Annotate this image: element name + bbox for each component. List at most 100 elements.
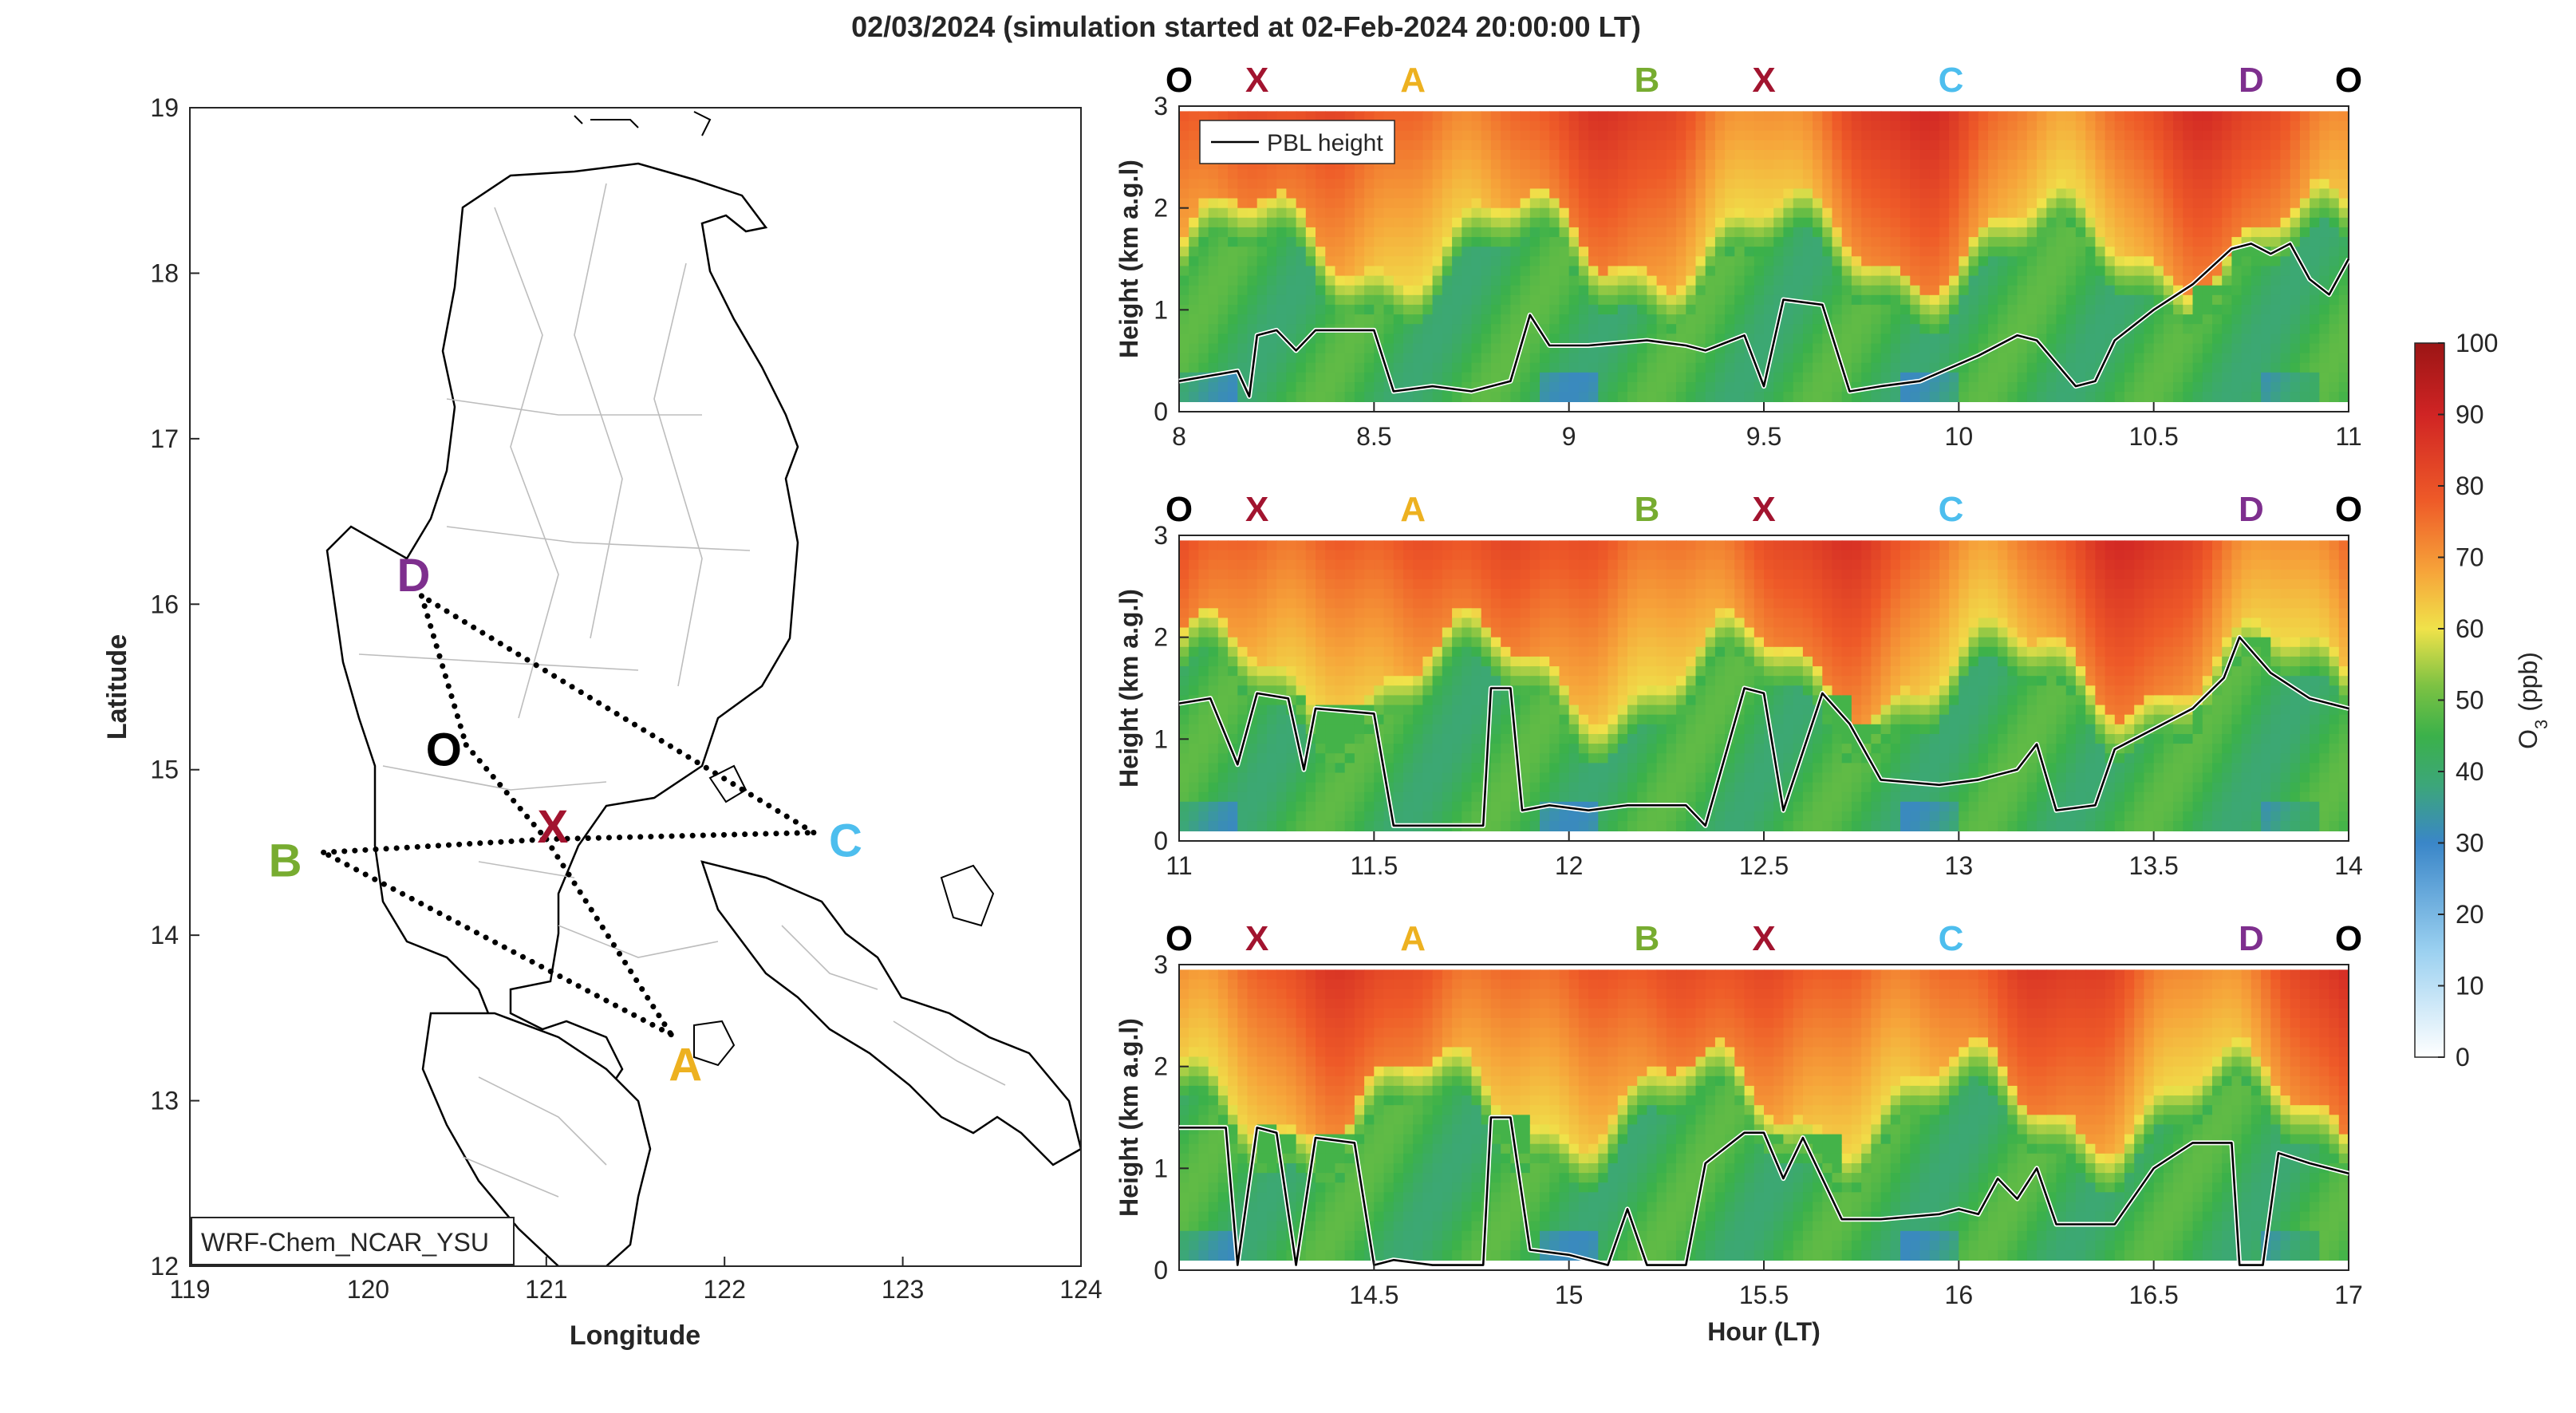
o3-cell xyxy=(1286,744,1297,754)
o3-cell xyxy=(1296,811,1307,822)
o3-cell xyxy=(1540,569,1550,580)
y-tick-label: 2 xyxy=(1154,194,1168,223)
o3-cell xyxy=(1802,188,1813,199)
o3-cell xyxy=(2065,140,2077,151)
o3-cell xyxy=(2114,111,2125,122)
o3-cell xyxy=(2290,372,2301,383)
o3-cell xyxy=(1714,111,1726,122)
o3-cell xyxy=(2241,188,2252,199)
o3-cell xyxy=(1949,179,1960,190)
o3-cell xyxy=(1247,608,1258,619)
o3-cell xyxy=(1296,275,1307,286)
o3-cell xyxy=(1393,179,1404,190)
o3-cell xyxy=(1316,343,1326,354)
o3-cell xyxy=(1442,618,1453,629)
o3-cell xyxy=(1568,285,1580,296)
o3-cell xyxy=(1179,598,1189,610)
o3-cell xyxy=(1393,811,1404,822)
o3-cell xyxy=(1676,160,1687,170)
o3-cell xyxy=(1714,285,1726,296)
o3-cell xyxy=(1627,120,1638,132)
o3-cell xyxy=(1452,753,1463,764)
o3-cell xyxy=(1452,744,1463,754)
o3-cell xyxy=(2222,149,2233,160)
o3-cell xyxy=(1529,550,1540,561)
o3-cell xyxy=(1861,392,1872,402)
o3-cell xyxy=(2114,237,2125,247)
o3-cell xyxy=(1471,589,1482,599)
o3-cell xyxy=(1490,179,1501,190)
o3-cell xyxy=(1432,666,1443,677)
o3-cell xyxy=(2173,130,2184,141)
o3-cell xyxy=(1939,160,1950,170)
o3-cell xyxy=(1422,217,1434,228)
o3-cell xyxy=(1949,120,1960,132)
o3-cell xyxy=(1432,130,1443,141)
o3-cell xyxy=(2105,372,2116,383)
o3-cell xyxy=(1656,160,1667,170)
o3-cell xyxy=(2153,149,2164,160)
o3-cell xyxy=(1841,294,1852,306)
o3-cell xyxy=(1988,111,1998,122)
o3-cell xyxy=(1316,550,1326,561)
o3-cell xyxy=(1510,550,1521,561)
o3-cell xyxy=(1656,392,1667,402)
o3-cell xyxy=(2299,304,2310,315)
o3-cell xyxy=(2114,140,2125,151)
o3-cell xyxy=(1666,217,1677,228)
o3-cell xyxy=(2163,120,2174,132)
o3-cell xyxy=(1267,705,1277,716)
o3-cell xyxy=(1725,362,1736,373)
o3-cell xyxy=(1588,627,1600,638)
o3-cell xyxy=(1208,188,1219,199)
o3-cell xyxy=(1286,811,1297,822)
o3-cell xyxy=(1919,130,1931,141)
waypoint-marker: B xyxy=(1635,61,1660,100)
o3-cell xyxy=(1393,334,1404,345)
o3-cell xyxy=(1529,705,1540,716)
o3-cell xyxy=(1316,569,1326,580)
o3-cell xyxy=(1325,362,1336,373)
o3-cell xyxy=(1647,314,1658,325)
o3-cell xyxy=(2338,160,2349,170)
o3-cell xyxy=(1744,256,1755,267)
o3-cell xyxy=(1714,149,1726,160)
o3-cell xyxy=(1793,314,1804,325)
o3-cell xyxy=(1832,275,1843,286)
o3-cell xyxy=(1841,160,1852,170)
o3-cell xyxy=(1452,714,1463,725)
o3-cell xyxy=(1189,569,1200,580)
o3-cell xyxy=(1208,285,1219,296)
o3-cell xyxy=(1217,801,1229,812)
o3-cell xyxy=(2299,247,2310,258)
o3-cell xyxy=(1598,559,1609,570)
o3-cell xyxy=(1793,266,1804,277)
o3-cell xyxy=(1247,791,1258,803)
o3-cell xyxy=(2251,294,2262,306)
o3-cell xyxy=(2192,324,2203,335)
o3-cell xyxy=(1316,198,1326,209)
o3-cell xyxy=(1540,266,1550,277)
o3-cell xyxy=(1598,130,1609,141)
o3-cell xyxy=(1910,382,1921,393)
o3-cell xyxy=(1442,559,1453,570)
o3-cell xyxy=(1813,362,1824,373)
o3-cell xyxy=(2026,314,2038,325)
o3-cell xyxy=(1237,782,1249,793)
o3-cell xyxy=(1656,188,1667,199)
o3-cell xyxy=(1637,372,1648,383)
o3-cell xyxy=(1656,207,1667,219)
o3-cell xyxy=(1432,676,1443,687)
o3-cell xyxy=(2056,314,2067,325)
o3-cell xyxy=(1705,160,1716,170)
o3-cell xyxy=(1432,343,1443,354)
o3-cell xyxy=(2319,227,2330,238)
o3-cell xyxy=(1403,753,1414,764)
o3-cell xyxy=(1900,237,1911,247)
o3-cell xyxy=(1296,578,1307,590)
o3-cell xyxy=(2046,392,2057,402)
o3-cell xyxy=(1501,705,1512,716)
o3-cell xyxy=(1198,362,1209,373)
o3-cell xyxy=(1725,111,1736,122)
o3-cell xyxy=(2144,111,2155,122)
